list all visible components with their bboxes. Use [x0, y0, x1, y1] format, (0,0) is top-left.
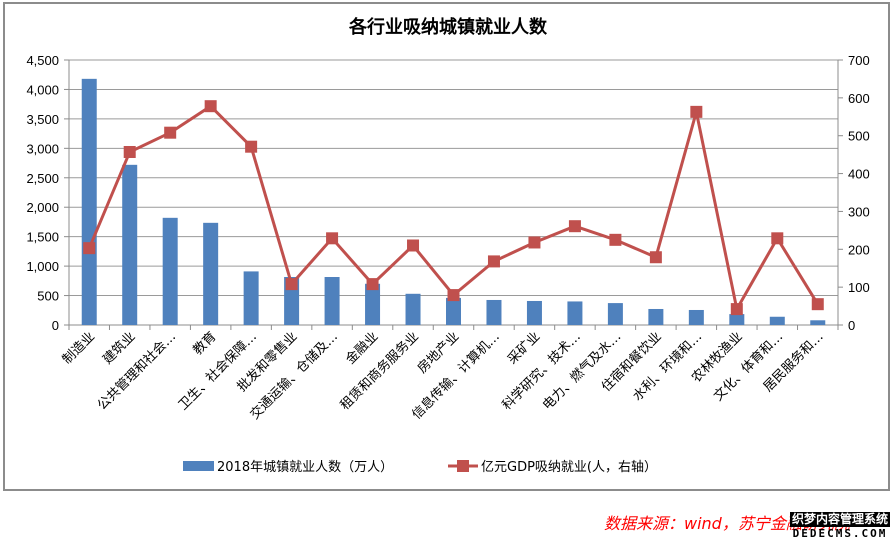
bar — [365, 283, 381, 325]
bar — [243, 271, 259, 325]
square-marker-icon — [83, 242, 96, 255]
bar — [688, 309, 704, 325]
bar — [405, 293, 421, 325]
square-marker-icon — [123, 145, 136, 158]
right-tick-label: 700 — [848, 53, 870, 68]
line-series — [83, 100, 824, 316]
category-label: 采矿业 — [505, 329, 543, 367]
left-tick-label: 2,500 — [26, 171, 59, 186]
right-tick-label: 300 — [848, 204, 870, 219]
bar — [567, 301, 583, 325]
left-tick-label: 0 — [52, 318, 59, 333]
chart-frame — [3, 2, 890, 491]
bar — [486, 299, 502, 325]
bar — [526, 300, 542, 325]
right-tick-label: 100 — [848, 280, 870, 295]
square-marker-icon — [204, 100, 217, 113]
category-label: 制造业 — [60, 329, 98, 367]
watermark-bottom-text: DEDECMS.COM — [792, 527, 888, 540]
square-marker-icon — [730, 303, 743, 316]
square-marker-icon — [811, 298, 824, 311]
square-marker-icon — [690, 105, 703, 118]
watermark: 织梦内容管理系统 DEDECMS.COM — [790, 512, 891, 540]
square-marker-icon — [528, 236, 541, 249]
legend-square-marker-icon — [457, 460, 469, 472]
right-axis-ticks: 0 100 200 300 400 500 600 700 — [848, 53, 870, 333]
right-tick-label: 600 — [848, 91, 870, 106]
left-tick-label: 1,000 — [26, 259, 59, 274]
right-tick-label: 500 — [848, 129, 870, 144]
legend-bar-swatch-icon — [183, 461, 214, 471]
left-tick-label: 4,500 — [26, 53, 59, 68]
left-tick-label: 500 — [37, 289, 59, 304]
legend: 2018年城镇就业人数（万人） 亿元GDP吸纳就业(人，右轴） — [183, 460, 657, 475]
right-tick-label: 0 — [848, 318, 855, 333]
bar — [324, 277, 340, 325]
square-marker-icon — [568, 220, 581, 233]
bar — [729, 314, 745, 325]
left-tick-label: 3,500 — [26, 112, 59, 127]
square-marker-icon — [407, 239, 420, 252]
bar — [446, 297, 461, 325]
square-marker-icon — [366, 278, 379, 291]
category-label: 金融业 — [342, 329, 381, 368]
square-marker-icon — [285, 278, 298, 291]
square-marker-icon — [164, 126, 177, 139]
right-tick-label: 200 — [848, 242, 870, 257]
left-tick-label: 4,000 — [26, 82, 59, 97]
bar — [648, 308, 664, 325]
right-tick-label: 400 — [848, 167, 870, 182]
category-label: 水利、环境和… — [630, 329, 705, 404]
bar-series — [81, 78, 826, 325]
chart-title: 各行业吸纳城镇就业人数 — [348, 16, 548, 38]
category-label: 教育 — [190, 329, 220, 359]
category-label: 文化、体育和… — [710, 329, 786, 405]
bar — [769, 316, 785, 325]
gridlines — [69, 59, 838, 297]
left-tick-label: 1,500 — [26, 230, 59, 245]
square-marker-icon — [326, 232, 339, 245]
left-tick-label: 2,000 — [26, 200, 59, 215]
bar — [810, 320, 826, 325]
bar — [81, 78, 97, 325]
square-marker-icon — [609, 233, 622, 246]
square-marker-icon — [649, 251, 662, 264]
bar — [203, 222, 219, 325]
category-label: 建筑业 — [100, 329, 139, 368]
square-marker-icon — [771, 232, 784, 245]
watermark-top-text: 织梦内容管理系统 — [790, 512, 891, 527]
square-marker-icon — [487, 255, 500, 268]
bar — [122, 164, 138, 325]
legend-bar-label: 2018年城镇就业人数（万人） — [217, 460, 393, 475]
data-source-note: 数据来源：wind，苏宁金融研究院 — [604, 514, 850, 533]
left-axis-ticks: 0 500 1,000 1,500 2,000 2,500 3,000 3,500 4,000 4… — [26, 53, 59, 333]
legend-line-label: 亿元GDP吸纳就业(人，右轴） — [481, 460, 657, 475]
square-marker-icon — [447, 289, 460, 302]
bar — [162, 217, 178, 325]
left-tick-label: 3,000 — [26, 141, 59, 156]
bar — [607, 303, 623, 325]
square-marker-icon — [245, 140, 258, 153]
